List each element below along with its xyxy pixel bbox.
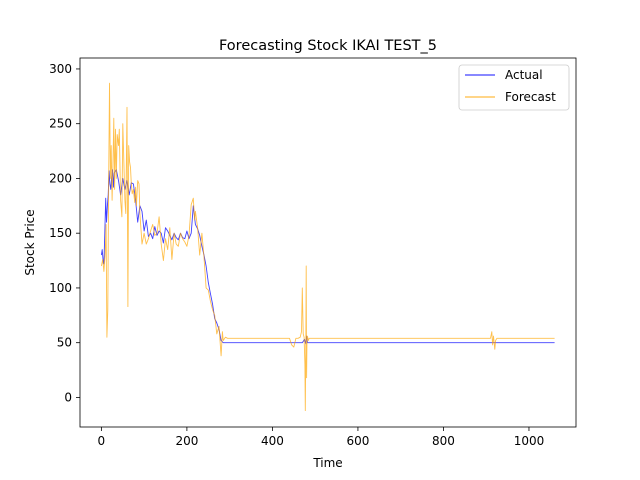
series-line-forecast bbox=[100, 82, 555, 412]
x-tick-label: 200 bbox=[175, 434, 198, 448]
x-tick-label: 800 bbox=[432, 434, 455, 448]
x-axis-label: Time bbox=[312, 456, 342, 470]
y-tick-label: 50 bbox=[57, 336, 72, 350]
x-tick-label: 1000 bbox=[514, 434, 545, 448]
y-axis-label: Stock Price bbox=[23, 209, 37, 275]
y-tick-label: 100 bbox=[49, 281, 72, 295]
y-axis: 0 50 100 150 200 250 300 bbox=[49, 62, 80, 404]
legend-label-actual: Actual bbox=[505, 68, 543, 82]
legend-box bbox=[458, 64, 570, 111]
x-tick-label: 400 bbox=[261, 434, 284, 448]
plot-frame bbox=[79, 57, 577, 428]
y-tick-label: 0 bbox=[64, 390, 72, 404]
series-layer bbox=[100, 82, 555, 412]
y-tick-label: 150 bbox=[49, 226, 72, 240]
legend: Actual Forecast bbox=[458, 64, 570, 111]
y-tick-label: 200 bbox=[49, 171, 72, 185]
x-tick-label: 600 bbox=[346, 434, 369, 448]
x-axis: 0 200 400 600 800 1000 bbox=[98, 427, 545, 448]
legend-label-forecast: Forecast bbox=[505, 90, 556, 104]
y-tick-label: 250 bbox=[49, 117, 72, 131]
plot-area bbox=[79, 57, 577, 428]
x-tick-label: 0 bbox=[98, 434, 106, 448]
y-tick-label: 300 bbox=[49, 62, 72, 76]
chart-title: Forecasting Stock IKAI TEST_5 bbox=[219, 38, 437, 54]
